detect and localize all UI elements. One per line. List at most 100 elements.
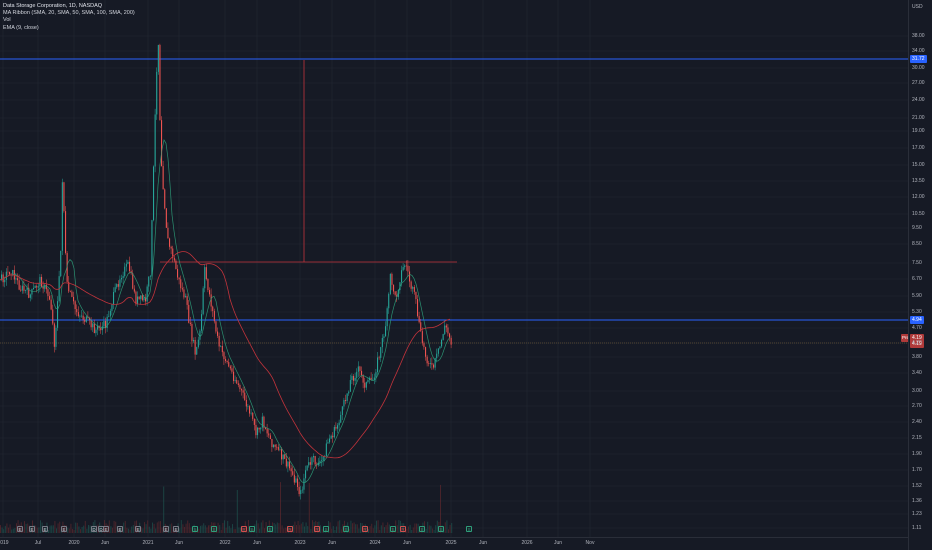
volume-bar — [320, 525, 321, 533]
candle-body — [15, 278, 17, 280]
event-marker-s[interactable]: S — [323, 526, 329, 532]
event-marker-e[interactable]: E — [42, 526, 48, 532]
candle-body — [114, 287, 116, 293]
candle-body — [277, 447, 279, 450]
volume-bar — [232, 524, 233, 533]
volume-bar — [62, 521, 64, 533]
candle-body — [293, 474, 295, 483]
candle-body — [20, 289, 22, 291]
event-marker-e[interactable]: E — [29, 526, 35, 532]
candle-body — [100, 328, 102, 331]
candle-body — [138, 296, 140, 299]
volume-bar — [206, 527, 208, 533]
event-marker-r[interactable]: R — [314, 526, 320, 532]
price-tick-label: 4.20 — [912, 340, 922, 346]
candle-body — [17, 278, 19, 281]
price-chart[interactable] — [0, 0, 908, 537]
candle-body — [401, 270, 403, 283]
event-marker-s[interactable]: S — [466, 526, 472, 532]
volume-bar — [304, 526, 305, 533]
candle-body — [151, 220, 153, 276]
event-marker-s[interactable]: S — [192, 526, 198, 532]
volume-bar — [289, 528, 291, 533]
candle-body — [127, 261, 129, 264]
candle-body — [79, 315, 81, 317]
sma-200-line — [0, 251, 451, 459]
volume-bar — [436, 520, 438, 533]
event-marker-e[interactable]: E — [103, 526, 109, 532]
volume-bar — [326, 528, 328, 533]
event-marker-e[interactable]: E — [17, 526, 23, 532]
volume-bar — [78, 526, 80, 533]
candle-body — [66, 253, 68, 282]
candle-body — [133, 288, 135, 292]
volume-bar — [276, 522, 278, 533]
volume-bar — [369, 525, 371, 533]
candle-body — [289, 461, 291, 469]
event-marker-r[interactable]: R — [241, 526, 247, 532]
event-marker-r[interactable]: R — [287, 526, 293, 532]
volume-bar — [296, 524, 297, 533]
volume-bar — [299, 525, 301, 533]
volume-bar — [3, 529, 5, 533]
candle-body — [143, 297, 145, 301]
candle-body — [101, 326, 103, 331]
candle-body — [202, 288, 204, 315]
volume-indicator[interactable]: Vol — [3, 17, 11, 24]
volume-bar — [379, 529, 381, 533]
candle-body — [308, 462, 310, 466]
candle-body — [346, 393, 348, 401]
volume-bar — [441, 525, 443, 533]
volume-bar — [155, 528, 157, 533]
event-marker-e[interactable]: E — [173, 526, 179, 532]
event-marker-s[interactable]: S — [249, 526, 255, 532]
symbol-title[interactable]: Data Storage Corporation, 1D, NASDAQ — [3, 3, 103, 9]
event-marker-e[interactable]: E — [61, 526, 67, 532]
event-marker-e[interactable]: E — [135, 526, 141, 532]
ma-ribbon-indicator[interactable]: MA Ribbon (SMA, 20, SMA, 50, SMA, 100, S… — [3, 10, 135, 17]
time-axis[interactable]: 2019 Jul 2020 Jun 2021 Jun 2022 Jun 2023 Jun 2024 J… — [0, 537, 908, 550]
candle-body — [428, 363, 430, 365]
event-marker-s[interactable]: S — [211, 526, 217, 532]
event-marker-s[interactable]: S — [438, 526, 444, 532]
candle-body — [249, 406, 251, 414]
price-axis[interactable]: USD 31.72 4.94 4.19 4.19 38.00 34.00 30.00… — [908, 0, 932, 550]
candle-body — [183, 289, 185, 298]
volume-bar — [8, 527, 9, 533]
volume-bar — [337, 521, 339, 533]
candle-body — [319, 460, 321, 463]
candle-body — [247, 406, 249, 407]
volume-bar — [4, 525, 6, 533]
candle-body — [149, 275, 151, 277]
event-marker-s[interactable]: S — [343, 526, 349, 532]
candle-body — [92, 323, 94, 328]
volume-bar — [257, 523, 259, 533]
volume-bar — [171, 523, 173, 533]
event-marker-s[interactable]: S — [419, 526, 425, 532]
time-tick-label: 2025 — [445, 540, 457, 546]
ema-indicator[interactable]: EMA (9, close) — [3, 24, 39, 31]
chart-pane[interactable]: Data Storage Corporation, 1D, NASDAQ MA … — [0, 0, 911, 537]
volume-bar — [310, 529, 312, 533]
candle-body — [204, 267, 206, 289]
event-marker-s[interactable]: S — [267, 526, 273, 532]
volume-bar — [81, 526, 83, 533]
candle-body — [196, 347, 198, 355]
candle-body — [73, 296, 75, 302]
candle-body — [205, 267, 207, 280]
candle-body — [210, 294, 212, 307]
candle-body — [292, 471, 294, 475]
candle-body — [61, 182, 63, 251]
event-marker-d[interactable]: D — [91, 526, 97, 532]
volume-bar — [54, 521, 56, 533]
event-marker-e[interactable]: E — [163, 526, 169, 532]
volume-bar — [25, 523, 27, 533]
volume-bar — [35, 525, 37, 533]
event-marker-r[interactable]: R — [400, 526, 406, 532]
event-marker-e[interactable]: E — [117, 526, 123, 532]
event-marker-r[interactable]: R — [362, 526, 368, 532]
event-marker-s[interactable]: S — [390, 526, 396, 532]
price-tick-label: 17.00 — [912, 145, 925, 151]
candle-body — [385, 326, 387, 337]
volume-bar — [396, 525, 398, 533]
